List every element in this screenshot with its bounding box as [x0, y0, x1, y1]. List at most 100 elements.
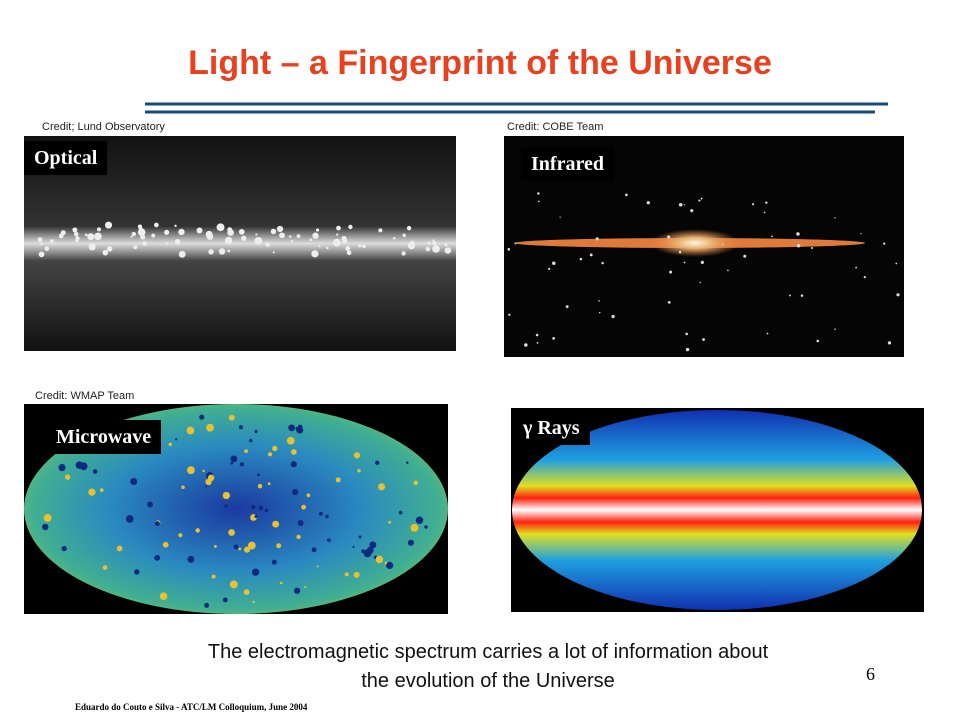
star [800, 294, 804, 297]
star [378, 228, 383, 233]
star [257, 483, 263, 489]
star [58, 464, 66, 472]
star [258, 505, 264, 511]
star [378, 483, 386, 491]
star [88, 243, 96, 251]
star [353, 571, 360, 578]
star [344, 572, 349, 577]
star [427, 241, 431, 245]
star [335, 477, 341, 483]
star [105, 221, 113, 229]
star [288, 235, 292, 238]
star [598, 300, 600, 302]
star [863, 276, 866, 279]
star [264, 508, 269, 513]
star [293, 587, 301, 594]
star [444, 243, 448, 247]
star [254, 237, 263, 245]
star [181, 485, 185, 490]
star [130, 477, 138, 486]
star [211, 574, 216, 579]
star [375, 460, 380, 465]
star [249, 438, 253, 443]
star [290, 461, 297, 468]
star [699, 281, 701, 284]
star [595, 237, 599, 241]
star [601, 261, 604, 265]
star [267, 482, 271, 486]
star [444, 247, 452, 254]
star [690, 209, 694, 213]
credit: Credit: WMAP Team [35, 390, 135, 402]
star [667, 235, 671, 239]
star [50, 239, 54, 243]
star [239, 462, 244, 467]
star [243, 546, 251, 553]
star [883, 242, 886, 245]
star [788, 294, 791, 297]
star [358, 535, 362, 539]
star [312, 232, 319, 239]
star [721, 243, 724, 246]
star [432, 245, 440, 253]
star [536, 341, 539, 344]
star [88, 488, 96, 496]
star [244, 449, 248, 454]
star [233, 544, 239, 550]
star [131, 231, 136, 237]
star [159, 592, 168, 601]
star [678, 250, 682, 254]
star [834, 328, 836, 330]
star [137, 228, 146, 237]
star [402, 233, 406, 238]
star [896, 293, 900, 297]
star [99, 488, 104, 492]
star [752, 203, 755, 206]
star [388, 520, 392, 524]
star [796, 244, 801, 248]
star [227, 229, 234, 236]
star [251, 568, 260, 576]
star [206, 423, 214, 432]
star [243, 589, 250, 596]
star [267, 452, 273, 457]
star [304, 585, 307, 589]
star [507, 248, 511, 251]
star [342, 238, 348, 244]
star [37, 237, 43, 242]
star [811, 247, 814, 250]
star [178, 228, 185, 236]
star [524, 343, 528, 347]
star [286, 436, 295, 445]
star [162, 541, 169, 548]
star [130, 235, 133, 238]
star [727, 269, 729, 272]
star [75, 238, 79, 243]
star [336, 225, 341, 231]
star [348, 224, 353, 230]
credit: Credit: COBE Team [507, 121, 604, 133]
star [257, 473, 260, 477]
footer: Eduardo do Couto e Silva - ATC/LM Colloq… [75, 702, 308, 712]
star [75, 234, 78, 237]
star [386, 561, 394, 570]
star [265, 242, 270, 247]
star [296, 534, 301, 540]
panel-label: Optical [24, 141, 108, 175]
star [238, 425, 244, 430]
star [514, 242, 517, 245]
star [537, 192, 540, 195]
star [272, 251, 275, 254]
star [432, 241, 437, 246]
stars [37, 192, 900, 608]
star [214, 544, 217, 548]
star [834, 217, 836, 219]
star [332, 238, 341, 247]
star [700, 260, 704, 265]
star [227, 249, 231, 253]
star [887, 341, 892, 345]
star [589, 253, 593, 257]
star [311, 250, 319, 258]
star [42, 523, 49, 531]
